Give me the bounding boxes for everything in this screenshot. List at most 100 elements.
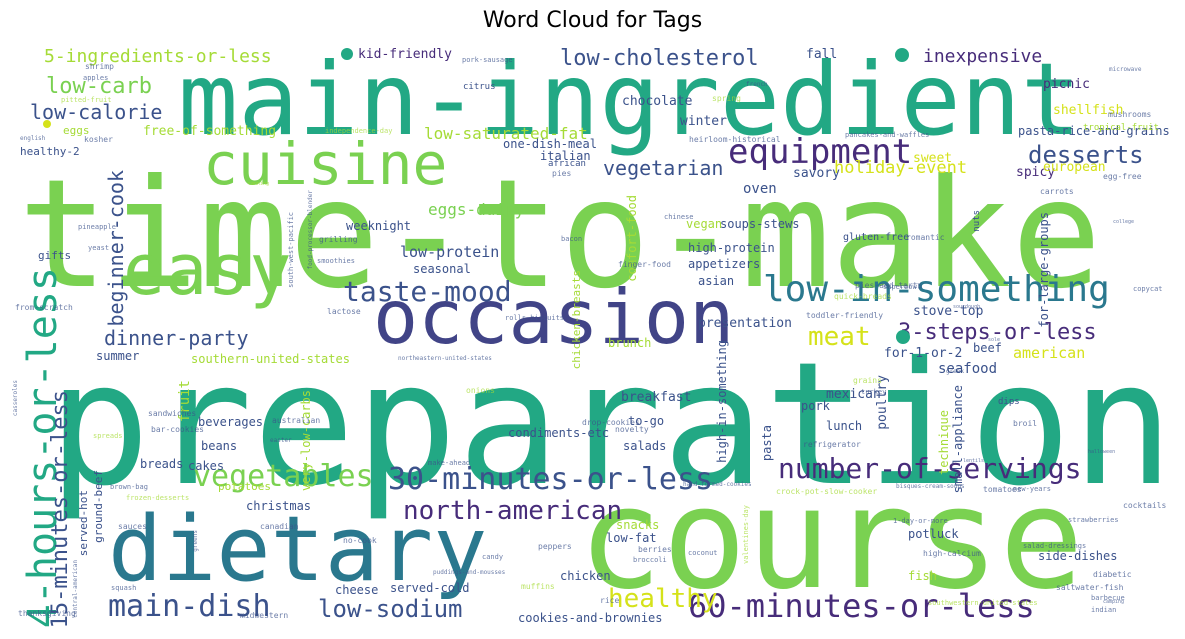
word-college: college <box>1113 219 1135 225</box>
word-greens: greens <box>192 530 199 552</box>
word-apples: apples <box>83 74 109 82</box>
word-american: american <box>1013 344 1086 362</box>
word-independence-day: independence-day <box>325 127 393 135</box>
word-healthy: healthy <box>608 584 718 614</box>
word-pasta: pasta <box>760 425 774 462</box>
word-easter: easter <box>270 437 292 444</box>
word-low-calorie: low-calorie <box>30 100 163 124</box>
word-pork: pork <box>801 399 830 413</box>
word-romantic: romantic <box>906 233 945 242</box>
word-copycat: copycat <box>1133 285 1163 293</box>
word-grains: grains <box>853 376 882 385</box>
word-broccoli: broccoli <box>633 556 667 564</box>
word-technique: technique <box>937 410 951 476</box>
word-pies: pies <box>552 169 572 178</box>
word-drop-cookies: drop-cookies <box>582 418 640 427</box>
word-new-years: new-years <box>1013 485 1051 493</box>
word-pork-sausage: pork-sausage <box>462 56 513 64</box>
word-microwave: microwave <box>1109 66 1142 73</box>
word-very-low-carbs: very-low-carbs <box>299 390 313 492</box>
word-halloween: halloween <box>1088 449 1116 455</box>
word-low-carb: low-carb <box>46 74 152 99</box>
word-yeast: yeast <box>88 244 110 252</box>
word-pineapple: pineapple <box>78 223 116 231</box>
word-chicken-breasts: chicken-breasts <box>570 270 583 370</box>
dot-glyph <box>896 330 910 344</box>
word-midwestern: midwestern <box>240 611 289 620</box>
word-italian: italian <box>540 149 591 163</box>
word-beans: beans <box>201 439 238 453</box>
word-no-cook: no-cook <box>343 536 377 545</box>
word-berries: berries <box>638 545 672 554</box>
word-pancakes-and-waffles: pancakes-and-waffles <box>845 131 930 139</box>
word-stove-top: stove-top <box>913 304 984 319</box>
word-60-minutes-or-less: 60-minutes-or-less <box>688 587 1035 625</box>
word-course: course <box>578 458 1084 621</box>
word-camping: camping <box>1103 599 1125 605</box>
word-south-west-pacific: south-west-pacific <box>287 212 295 288</box>
word-equipment: equipment <box>728 132 913 172</box>
word-occasion: occasion <box>373 273 735 361</box>
word-southern-united-states: southern-united-states <box>191 352 350 366</box>
word-gluten-free: gluten-free <box>843 232 910 243</box>
word-high-in-something: high-in-something <box>715 340 729 463</box>
word-chinese: chinese <box>664 213 694 221</box>
word-3-steps-or-less: 3-steps-or-less <box>898 320 1097 345</box>
word-easy: easy <box>123 229 292 311</box>
word-saltwater-fish: saltwater-fish <box>1056 583 1124 592</box>
word-lunch: lunch <box>826 419 863 433</box>
word-vegan: vegan <box>686 217 723 231</box>
word-citrus: citrus <box>463 82 496 92</box>
word-thanksgiving: thanksgiving <box>18 609 76 618</box>
word-candy: candy <box>482 553 504 561</box>
word-seafood: seafood <box>938 361 998 377</box>
word-spreads: spreads <box>93 432 123 440</box>
word-hand-formed-cookies: hand-formed-cookies <box>683 481 752 488</box>
dot-glyph <box>895 48 909 62</box>
word-for-large-groups: for-large-groups <box>1037 212 1051 328</box>
word-pitted-fruit: pitted-fruit <box>61 96 112 104</box>
word-cookies-and-brownies: cookies-and-brownies <box>518 611 663 625</box>
word-turkey: turkey <box>861 388 887 396</box>
word-sandwiches: sandwiches <box>148 409 197 418</box>
word-5-ingredients-or-less: 5-ingredients-or-less <box>44 46 272 67</box>
word-european: european <box>1043 160 1106 175</box>
word-shellfish: shellfish <box>1053 103 1124 118</box>
word-bacon: bacon <box>561 235 583 243</box>
word-spicy: spicy <box>1016 165 1056 180</box>
word-lactose: lactose <box>327 307 361 316</box>
word-presentation: presentation <box>698 316 792 331</box>
word-toddler-friendly: toddler-friendly <box>806 311 884 320</box>
word-low-sodium: low-sodium <box>318 595 463 623</box>
word-bisques-cream-soups: bisques-cream-soups <box>896 483 965 490</box>
word-nuts: nuts <box>972 210 982 232</box>
word-fish: fish <box>908 569 937 583</box>
word-sweet: sweet <box>913 151 953 166</box>
word-australian: australian <box>272 416 321 425</box>
word-cuisine: cuisine <box>203 130 448 198</box>
word-potluck: potluck <box>908 527 959 541</box>
word-served-cold: served-cold <box>390 581 470 595</box>
word-from-scratch: from-scratch <box>15 303 73 312</box>
word-high-protein: high-protein <box>688 241 775 255</box>
word-coconut: coconut <box>688 549 718 557</box>
word-oven: oven <box>743 181 777 197</box>
word-low-saturated-fat: low-saturated-fat <box>424 124 588 143</box>
word-potatoes: potatoes <box>218 480 271 493</box>
word-winter: winter <box>680 114 727 129</box>
word-eggs: eggs <box>63 124 90 137</box>
word-asian: asian <box>698 274 735 288</box>
word-broil: broil <box>1013 419 1038 428</box>
word-bar-cookies: bar-cookies <box>151 425 204 434</box>
word-onions: onions <box>466 386 495 395</box>
word-quick-breads: quick-breads <box>834 292 892 301</box>
word-picnic: picnic <box>1043 77 1090 92</box>
word-inexpensive: inexpensive <box>923 46 1043 67</box>
word-peppers: peppers <box>538 542 572 551</box>
word-beverages: beverages <box>198 415 264 429</box>
word-rice: rice <box>600 596 620 605</box>
word-holiday-event: holiday-event <box>834 158 968 178</box>
word-condiments-etc: condiments-etc <box>508 426 610 440</box>
word-preparation: preparation <box>48 326 1174 524</box>
dot-glyph <box>341 48 353 60</box>
